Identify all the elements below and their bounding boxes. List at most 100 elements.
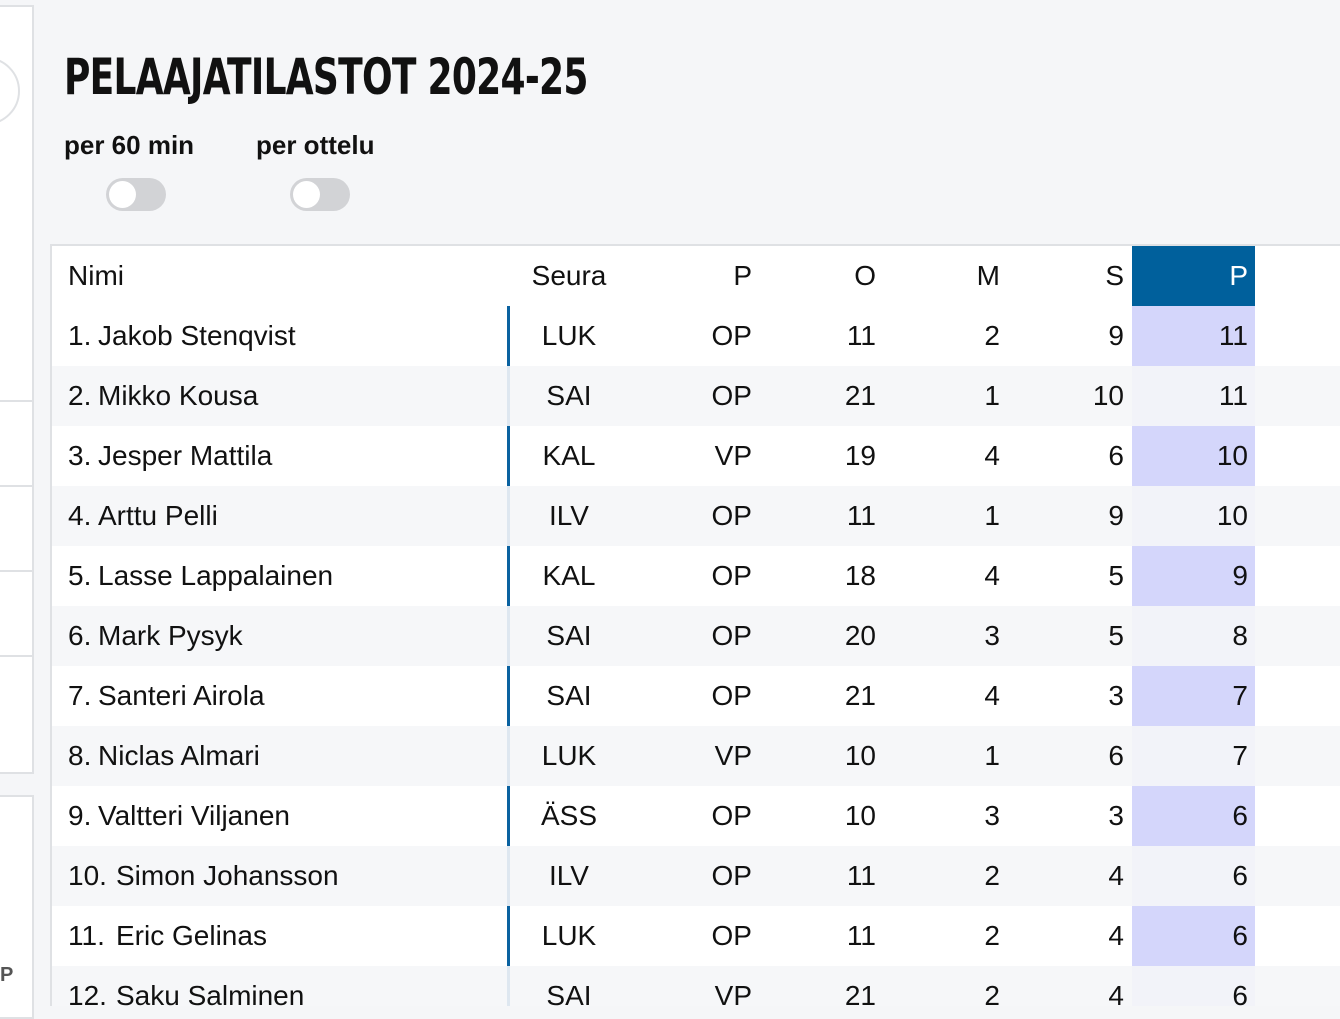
stat-cell: 6	[1232, 860, 1248, 891]
stat-cell: 3	[984, 620, 1000, 651]
player-name: Simon Johansson	[116, 860, 339, 891]
column-header[interactable]: P	[733, 260, 752, 291]
stat-cell: 11	[1218, 320, 1248, 351]
sidebar-panel	[0, 795, 34, 1019]
stat-cell: 1	[984, 500, 1000, 531]
stat-cell: 8	[1232, 620, 1248, 651]
stat-cell: OP	[711, 380, 752, 411]
stat-cell: 2	[984, 320, 1000, 351]
stat-cell: 1	[984, 380, 1000, 411]
stat-cell: OP	[711, 500, 752, 531]
table-row: 10. Simon Johansson ILV OP 11 2 4 6	[52, 846, 1340, 906]
toggle-switch[interactable]	[106, 178, 166, 211]
stat-cell: OP	[711, 800, 752, 831]
stat-cell: LUK	[541, 920, 597, 951]
stat-cell: 2	[984, 920, 1000, 951]
sidebar-panel	[0, 400, 34, 487]
stat-cell: OP	[711, 860, 752, 891]
stat-cell: OP	[711, 560, 752, 591]
column-header[interactable]: O	[854, 260, 876, 291]
stat-cell: 3	[984, 800, 1000, 831]
table-row: 1. Jakob Stenqvist LUK OP 11 2 9 11	[52, 306, 1340, 366]
stat-cell: SAI	[546, 620, 592, 651]
table-row: 12. Saku Salminen SAI VP 21 2 4 6	[52, 966, 1340, 1006]
table-row: 6. Mark Pysyk SAI OP 20 3 5 8	[52, 606, 1340, 666]
sidebar-panel	[0, 570, 34, 657]
stat-cell: 7	[1232, 680, 1248, 711]
rank: 2.	[68, 380, 92, 411]
sidebar-panel	[0, 5, 34, 402]
player-name: Mark Pysyk	[98, 620, 243, 651]
table-row: 7. Santeri Airola SAI OP 21 4 3 7	[52, 666, 1340, 726]
stat-cell: VP	[714, 740, 752, 771]
stat-cell: OP	[711, 620, 752, 651]
stat-cell: 6	[1232, 800, 1248, 831]
stat-cell: 11	[846, 860, 876, 891]
table-row: 11. Eric Gelinas LUK OP 11 2 4 6	[52, 906, 1340, 966]
rank: 9.	[68, 800, 92, 831]
table-row: 4. Arttu Pelli ILV OP 11 1 9 10	[52, 486, 1340, 546]
stat-cell: 6	[1108, 440, 1124, 471]
stat-cell: 2	[984, 980, 1000, 1006]
stat-cell: 3	[1108, 800, 1124, 831]
rank: 11.	[68, 920, 105, 951]
stat-cell: 6	[1232, 920, 1248, 951]
stat-cell: 9	[1108, 320, 1124, 351]
column-header[interactable]: Nimi	[68, 260, 124, 291]
player-name: Lasse Lappalainen	[98, 560, 334, 591]
player-name: Saku Salminen	[116, 980, 305, 1006]
stat-cell: ILV	[549, 500, 589, 531]
stat-cell: VP	[714, 440, 752, 471]
rank: 6.	[68, 620, 92, 651]
stat-cell: LUK	[541, 320, 597, 351]
stat-cell: 9	[1108, 500, 1124, 531]
stat-cell: 4	[984, 440, 1000, 471]
stat-cell: 4	[984, 680, 1000, 711]
stat-cell: 21	[844, 980, 876, 1006]
sorted-header[interactable]	[1132, 246, 1255, 306]
stat-cell: OP	[711, 320, 752, 351]
player-name: Jakob Stenqvist	[98, 320, 296, 351]
table-row: 3. Jesper Mattila KAL VP 19 4 6 10	[52, 426, 1340, 486]
rank: 8.	[68, 740, 92, 771]
rank: 1.	[68, 320, 92, 351]
column-header[interactable]: M	[976, 260, 1000, 291]
rank: 3.	[68, 440, 92, 471]
stat-cell: OP	[711, 920, 752, 951]
stat-cell: 18	[844, 560, 876, 591]
rank: 10.	[68, 860, 107, 891]
column-header[interactable]: Seura	[531, 260, 607, 291]
stat-cell: SAI	[546, 680, 592, 711]
stat-cell: 10	[1216, 440, 1248, 471]
player-name: Jesper Mattila	[98, 440, 273, 471]
stat-cell: 11	[846, 920, 876, 951]
stat-cell: KAL	[542, 560, 596, 591]
player-name: Eric Gelinas	[116, 920, 267, 951]
toggle-label: per ottelu	[256, 130, 375, 160]
sidebar-panel	[0, 485, 34, 572]
stat-cell: LUK	[541, 740, 597, 771]
stat-cell: 7	[1232, 740, 1248, 771]
column-header[interactable]: P	[1229, 260, 1248, 291]
stats-table: Nimi Seura P O M S P 1. Jakob Stenqvist LUK OP 11 2 9…	[50, 244, 1340, 1006]
sidebar-panel	[0, 655, 34, 774]
table-row: 8. Niclas Almari LUK VP 10 1 6 7	[52, 726, 1340, 786]
player-name: Arttu Pelli	[98, 500, 218, 531]
rank: 12.	[68, 980, 107, 1006]
sidebar-circle	[0, 57, 20, 125]
stat-cell: 4	[1108, 920, 1124, 951]
toggle-switch[interactable]	[290, 178, 350, 211]
rank: 4.	[68, 500, 92, 531]
column-header[interactable]: S	[1105, 260, 1124, 291]
stat-cell: 19	[844, 440, 876, 471]
stat-cell: 20	[844, 620, 876, 651]
stat-cell: OP	[711, 680, 752, 711]
player-name: Santeri Airola	[98, 680, 265, 711]
stat-cell: 11	[1218, 380, 1248, 411]
table-row: 2. Mikko Kousa SAI OP 21 1 10 11	[52, 366, 1340, 426]
header-row: Nimi Seura P O M S P	[52, 246, 1340, 306]
stat-cell: 21	[844, 380, 876, 411]
stat-cell: ILV	[549, 860, 589, 891]
stat-cell: 4	[1108, 860, 1124, 891]
